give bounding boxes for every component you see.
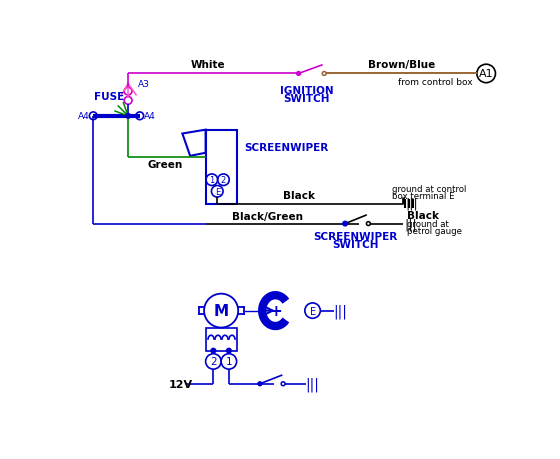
Text: |||: ||| [405, 197, 418, 210]
Text: A4: A4 [78, 112, 90, 121]
Text: M: M [213, 303, 228, 319]
Text: SCREENWIPER: SCREENWIPER [244, 142, 329, 152]
Text: E: E [214, 187, 220, 196]
Text: White: White [190, 60, 225, 70]
Text: 2: 2 [221, 176, 226, 185]
Text: Brown/Blue: Brown/Blue [368, 60, 435, 70]
Circle shape [343, 222, 347, 226]
Text: +: + [269, 303, 282, 319]
Text: 1: 1 [226, 357, 232, 367]
Text: 12V: 12V [169, 379, 193, 389]
Text: Black: Black [283, 190, 315, 201]
Text: A1: A1 [479, 69, 493, 79]
Text: petrol gauge: petrol gauge [407, 227, 462, 235]
Text: |||: ||| [405, 218, 418, 231]
Text: E: E [310, 306, 316, 316]
Text: Black: Black [407, 211, 439, 221]
Text: SWITCH: SWITCH [332, 239, 379, 249]
Text: Green: Green [148, 159, 183, 169]
Text: Black/Green: Black/Green [232, 212, 303, 221]
Text: FUSE: FUSE [94, 92, 124, 101]
Text: 1: 1 [209, 176, 214, 185]
Text: SCREENWIPER: SCREENWIPER [313, 231, 398, 241]
Circle shape [227, 348, 231, 353]
Text: ground at control: ground at control [391, 185, 466, 194]
Text: 2: 2 [210, 357, 217, 367]
Text: |||: ||| [305, 377, 319, 391]
Text: box terminal E: box terminal E [391, 192, 454, 201]
Circle shape [211, 348, 216, 353]
Text: A3: A3 [138, 80, 150, 89]
Text: SWITCH: SWITCH [283, 94, 330, 104]
Circle shape [258, 382, 262, 386]
Text: A4: A4 [144, 112, 156, 121]
Circle shape [297, 73, 301, 76]
Circle shape [126, 114, 130, 119]
Text: from control box: from control box [399, 78, 473, 87]
Text: |||: ||| [334, 304, 347, 318]
Text: ground at: ground at [407, 219, 449, 229]
Text: IGNITION: IGNITION [279, 86, 333, 96]
